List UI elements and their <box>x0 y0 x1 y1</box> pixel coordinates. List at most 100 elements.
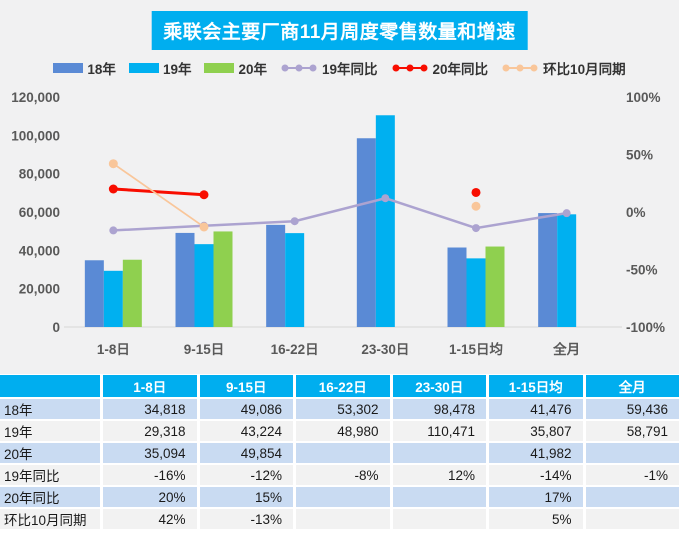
category-label: 1-8日 <box>97 342 130 357</box>
table-cell <box>585 487 679 507</box>
table-row-18年: 18年 34,818 49,086 53,302 98,478 41,476 59,436 <box>0 399 679 419</box>
legend-bar-swatch-icon <box>128 63 159 73</box>
bar-18年-1-15日均 <box>447 247 467 327</box>
table-cell <box>296 487 390 507</box>
right-axis-tick: 0% <box>626 205 646 220</box>
table-cell: 59,436 <box>585 399 679 419</box>
table-cell: -16% <box>103 465 197 485</box>
table-cell: 43,224 <box>199 421 293 441</box>
table-cell: 42% <box>103 509 197 529</box>
table-cell: 5% <box>489 509 583 529</box>
marker-环比10月同期-9-15日 <box>199 222 209 232</box>
legend-label: 20年 <box>238 62 267 77</box>
table-header-23-30日: 23-30日 <box>392 375 486 397</box>
table-cell <box>392 509 486 529</box>
table-row-19年: 19年 29,318 43,224 48,980 110,471 35,807 58,791 <box>0 421 679 441</box>
row-label: 环比10月同期 <box>0 509 100 529</box>
row-label: 19年同比 <box>0 465 100 485</box>
line-环比10月同期 <box>112 162 205 228</box>
data-table-section: 1-8日 9-15日 16-22日 23-30日 1-15日均 全月 18年 34,818 49… <box>0 373 679 531</box>
table-header-corner <box>0 375 100 397</box>
table-cell: 98,478 <box>392 399 486 419</box>
table-header-1-15日均: 1-15日均 <box>489 375 583 397</box>
legend-label: 20年同比 <box>432 62 489 77</box>
marker-19年同比-1-8日 <box>109 226 118 235</box>
marker-19年同比-16-22日 <box>290 217 299 226</box>
category-label: 16-22日 <box>271 342 319 357</box>
table-cell: 53,302 <box>296 399 390 419</box>
line-19年同比 <box>112 196 568 232</box>
table-cell: 34,818 <box>103 399 197 419</box>
table-cell: 35,094 <box>103 443 197 463</box>
row-label: 20年 <box>0 443 100 463</box>
table-cell <box>296 509 390 529</box>
left-axis-tick: 80,000 <box>19 167 60 182</box>
table-header-16-22日: 16-22日 <box>296 375 390 397</box>
table-cell: 49,086 <box>199 399 293 419</box>
left-axis-tick: 100,000 <box>11 128 60 143</box>
table-cell: -1% <box>585 465 679 485</box>
left-axis-tick: 0 <box>52 320 60 335</box>
left-axis-tick: 20,000 <box>19 282 60 297</box>
marker-19年同比-1-15日均 <box>472 224 480 233</box>
bar-19年-1-15日均 <box>466 258 486 327</box>
table-cell: 110,471 <box>392 421 486 441</box>
table-header-全月: 全月 <box>585 375 679 397</box>
category-label: 1-15日均 <box>449 341 503 357</box>
row-label: 20年同比 <box>0 487 100 507</box>
legend-label: 18年 <box>87 62 116 77</box>
marker-19年同比-全月 <box>562 209 571 218</box>
marker-20年同比-9-15日 <box>199 190 209 200</box>
table-cell: 17% <box>489 487 583 507</box>
table-cell: -13% <box>199 509 293 529</box>
legend-bar-swatch-icon <box>53 63 84 73</box>
table-cell: 12% <box>392 465 486 485</box>
table-cell <box>296 443 390 463</box>
legend-bar-swatch-icon <box>204 63 235 73</box>
bar-19年-9-15日 <box>194 244 214 327</box>
bar-18年-1-8日 <box>84 260 104 327</box>
chart-legend: 18年 19年 20年 19年同比 20年同比 环比10月同期 <box>0 58 679 78</box>
table-cell: 29,318 <box>103 421 197 441</box>
table-cell: -8% <box>296 465 390 485</box>
right-axis-tick: -50% <box>626 263 658 278</box>
chart-section: 乘联会主要厂商11月周度零售数量和增速 18年 19年 20年 19年同比 20年同比 环… <box>0 0 679 374</box>
legend-line-swatch-icon <box>281 64 317 72</box>
legend-item-line-2: 环比10月同期 <box>501 58 626 78</box>
bar-18年-23-30日 <box>356 138 376 327</box>
legend-item-bar-2: 20年 <box>204 58 267 78</box>
legend-line-swatch-icon <box>502 64 538 72</box>
chart-title: 乘联会主要厂商11月周度零售数量和增速 <box>151 11 528 50</box>
table-row-20年: 20年 35,094 49,854 41,982 <box>0 443 679 463</box>
table-cell: 41,476 <box>489 399 583 419</box>
bar-18年-9-15日 <box>175 232 195 327</box>
table-cell: -12% <box>199 465 293 485</box>
marker-19年同比-23-30日 <box>381 194 390 203</box>
table-cell: 35,807 <box>489 421 583 441</box>
table-cell <box>585 443 679 463</box>
legend-item-line-0: 19年同比 <box>280 58 378 78</box>
right-axis-tick: 50% <box>626 148 653 163</box>
bar-20年-9-15日 <box>213 231 233 327</box>
right-axis-tick: 100% <box>626 90 661 105</box>
table-header-row: 1-8日 9-15日 16-22日 23-30日 1-15日均 全月 <box>0 375 679 397</box>
table-cell: 20% <box>103 487 197 507</box>
bar-18年-全月 <box>538 213 558 327</box>
row-label: 18年 <box>0 399 100 419</box>
table-cell <box>392 487 486 507</box>
row-label: 19年 <box>0 421 100 441</box>
bar-20年-1-8日 <box>122 259 142 327</box>
table-cell: -14% <box>489 465 583 485</box>
legend-item-bar-0: 18年 <box>53 58 116 78</box>
table-cell: 58,791 <box>585 421 679 441</box>
left-axis-tick: 60,000 <box>19 205 60 220</box>
left-axis-tick: 40,000 <box>19 243 60 258</box>
table-row-19年同比: 19年同比 -16% -12% -8% 12% -14% -1% <box>0 465 679 485</box>
marker-环比10月同期-1-8日 <box>108 159 118 169</box>
bar-19年-1-8日 <box>103 270 123 327</box>
line-20年同比 <box>111 187 206 197</box>
legend-label: 环比10月同期 <box>543 62 626 77</box>
table-cell: 41,982 <box>489 443 583 463</box>
table-cell <box>585 509 679 529</box>
